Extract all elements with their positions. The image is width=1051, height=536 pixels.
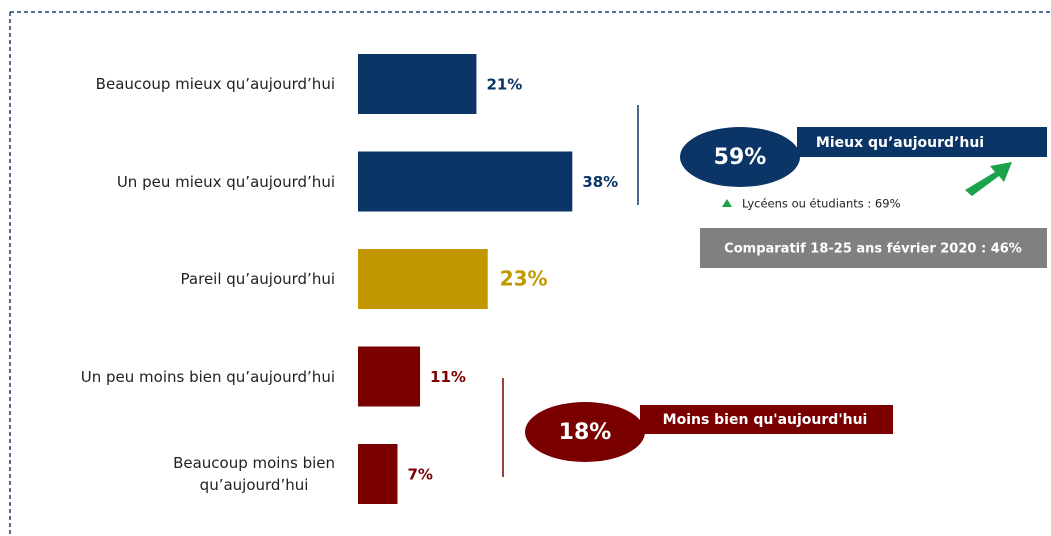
value-label: 7% bbox=[407, 466, 432, 484]
badge-value: 18% bbox=[559, 420, 612, 445]
category-label: Beaucoup moins bien qu’aujourd’hui bbox=[173, 454, 335, 494]
triangle bbox=[722, 199, 732, 207]
bar bbox=[358, 249, 488, 309]
value-label: 21% bbox=[486, 76, 522, 94]
banner-label: Moins bien qu'aujourd'hui bbox=[663, 412, 868, 428]
banner-label: Mieux qu’aujourd’hui bbox=[816, 135, 984, 151]
bar bbox=[358, 444, 398, 504]
bar bbox=[358, 151, 573, 212]
category-label: Pareil qu’aujourd’hui bbox=[180, 270, 335, 288]
bar bbox=[358, 54, 477, 114]
comparison: Comparatif 18-25 ans février 2020 : 46% bbox=[724, 242, 1022, 257]
badge bbox=[680, 127, 800, 187]
badge-value: 59% bbox=[714, 145, 767, 170]
detail: Lycéens ou étudiants : 69% bbox=[742, 197, 901, 211]
badge bbox=[525, 402, 645, 462]
arrow bbox=[965, 162, 1012, 196]
bar bbox=[358, 346, 421, 407]
value-label: 11% bbox=[430, 368, 466, 386]
value-label: 38% bbox=[582, 173, 618, 191]
comparison-box bbox=[700, 228, 1047, 268]
category-label: Un peu moins bien qu’aujourd’hui bbox=[80, 367, 335, 386]
banner bbox=[797, 127, 1047, 157]
category-label: Beaucoup mieux qu’aujourd’hui bbox=[95, 75, 335, 93]
value-label: 23% bbox=[500, 267, 548, 291]
banner bbox=[640, 405, 893, 434]
category-label: Un peu mieux qu’aujourd’hui bbox=[116, 172, 335, 191]
